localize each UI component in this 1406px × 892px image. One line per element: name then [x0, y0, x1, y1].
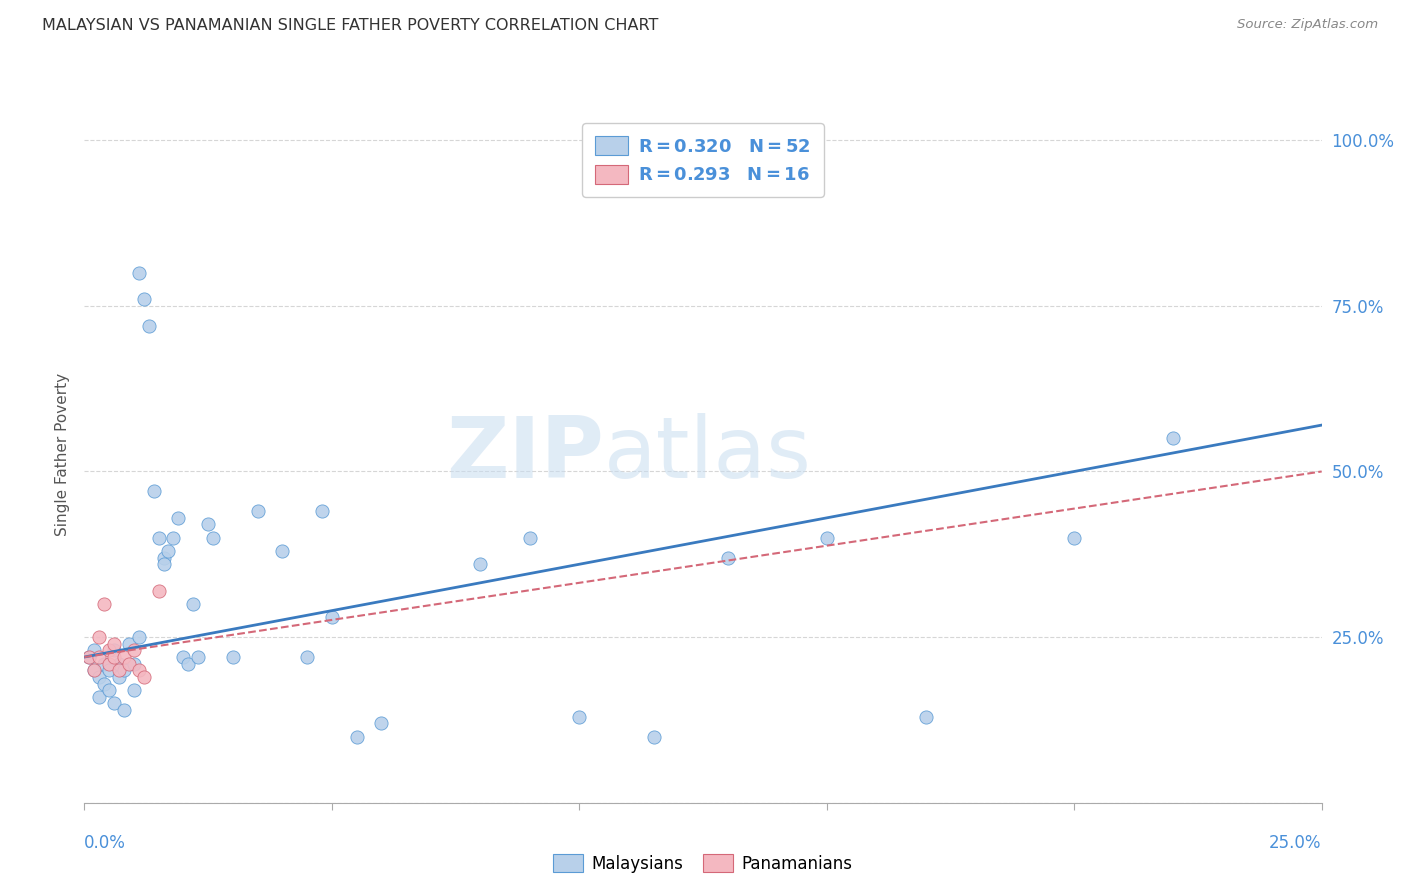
- Point: [103, 697, 125, 711]
- Point: [93, 657, 115, 671]
- Point: [122, 657, 145, 671]
- Text: atlas: atlas: [605, 413, 813, 497]
- Point: [717, 550, 740, 565]
- Point: [83, 643, 105, 657]
- Point: [1063, 531, 1085, 545]
- Y-axis label: Single Father Poverty: Single Father Poverty: [55, 374, 70, 536]
- Point: [108, 670, 131, 684]
- Text: MALAYSIAN VS PANAMANIAN SINGLE FATHER POVERTY CORRELATION CHART: MALAYSIAN VS PANAMANIAN SINGLE FATHER PO…: [42, 18, 658, 33]
- Point: [519, 531, 541, 545]
- Point: [89, 650, 111, 665]
- Point: [128, 266, 150, 280]
- Point: [93, 597, 115, 611]
- Point: [138, 318, 160, 333]
- Point: [187, 650, 209, 665]
- Legend: Malaysians, Panamanians: Malaysians, Panamanians: [547, 847, 859, 880]
- Point: [98, 663, 121, 677]
- Point: [321, 610, 343, 624]
- Point: [128, 663, 150, 677]
- Point: [914, 709, 936, 723]
- Text: ZIP: ZIP: [446, 413, 605, 497]
- Point: [1161, 431, 1184, 445]
- Point: [118, 637, 141, 651]
- Point: [79, 650, 101, 665]
- Point: [202, 531, 225, 545]
- Point: [568, 709, 591, 723]
- Point: [162, 531, 184, 545]
- Point: [83, 663, 105, 677]
- Point: [122, 683, 145, 698]
- Point: [118, 657, 141, 671]
- Point: [89, 670, 111, 684]
- Text: 25.0%: 25.0%: [1270, 834, 1322, 852]
- Point: [89, 690, 111, 704]
- Point: [246, 504, 269, 518]
- Point: [108, 657, 131, 671]
- Point: [122, 643, 145, 657]
- Point: [98, 657, 121, 671]
- Point: [370, 716, 392, 731]
- Point: [311, 504, 333, 518]
- Point: [83, 663, 105, 677]
- Point: [112, 663, 135, 677]
- Point: [112, 650, 135, 665]
- Point: [167, 511, 190, 525]
- Point: [89, 630, 111, 644]
- Point: [103, 650, 125, 665]
- Point: [79, 650, 101, 665]
- Point: [132, 670, 155, 684]
- Point: [108, 663, 131, 677]
- Text: Source: ZipAtlas.com: Source: ZipAtlas.com: [1237, 18, 1378, 31]
- Point: [103, 643, 125, 657]
- Point: [157, 544, 180, 558]
- Point: [197, 517, 219, 532]
- Point: [152, 550, 174, 565]
- Point: [93, 676, 115, 690]
- Point: [346, 730, 368, 744]
- Point: [103, 637, 125, 651]
- Point: [470, 558, 492, 572]
- Text: 0.0%: 0.0%: [84, 834, 127, 852]
- Point: [148, 531, 170, 545]
- Point: [643, 730, 665, 744]
- Point: [177, 657, 200, 671]
- Point: [271, 544, 294, 558]
- Point: [98, 683, 121, 698]
- Point: [148, 583, 170, 598]
- Point: [172, 650, 194, 665]
- Point: [142, 484, 165, 499]
- Legend: $\mathbf{R = 0.320}$   $\mathbf{N = 52}$, $\mathbf{R = 0.293}$   $\mathbf{N = 16: $\mathbf{R = 0.320}$ $\mathbf{N = 52}$, …: [582, 123, 824, 197]
- Point: [112, 703, 135, 717]
- Point: [128, 630, 150, 644]
- Point: [98, 643, 121, 657]
- Point: [222, 650, 245, 665]
- Point: [181, 597, 204, 611]
- Point: [815, 531, 838, 545]
- Point: [295, 650, 318, 665]
- Point: [152, 558, 174, 572]
- Point: [132, 292, 155, 306]
